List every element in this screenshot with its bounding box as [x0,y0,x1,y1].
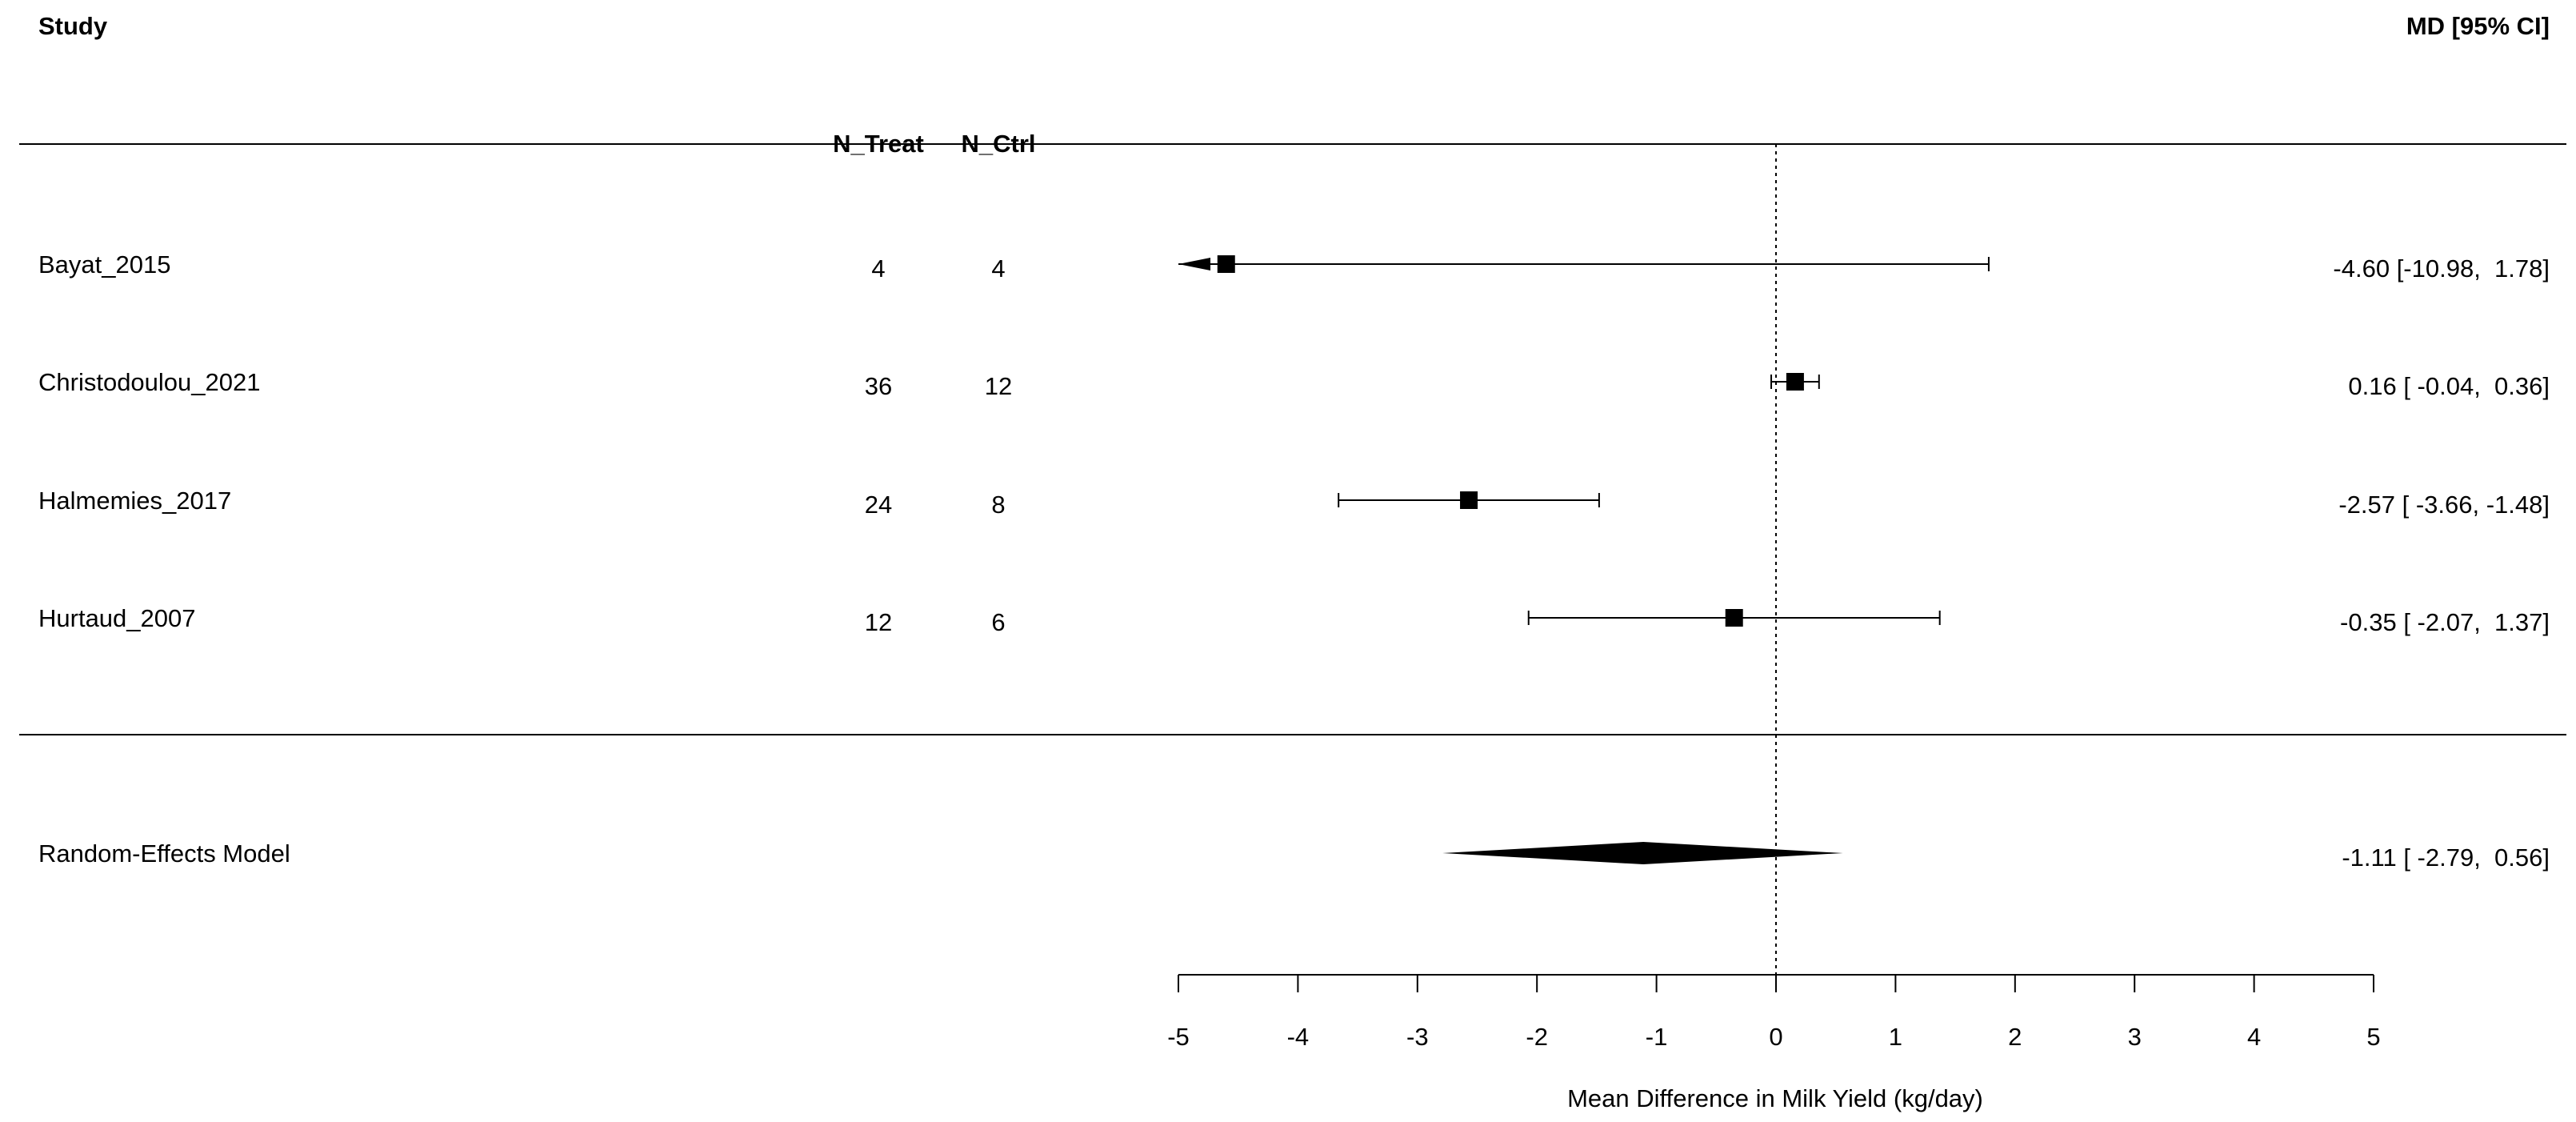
study-name: Hurtaud_2007 [38,604,196,632]
x-axis-label: Mean Difference in Milk Yield (kg/day) [1567,1084,1983,1112]
n-treat-column-header: N_Treat [833,130,924,158]
x-axis: -5 -4 -3 -2 -1 0 1 2 3 4 5 [1167,974,2381,1051]
n-ctrl-value: 4 [991,254,1005,283]
x-tick-label: -3 [1406,1023,1429,1051]
x-tick-label: -4 [1287,1023,1310,1051]
n-ctrl-column-header: N_Ctrl [961,130,1035,158]
x-tick-label: 0 [1769,1023,1782,1051]
point-estimate [1217,255,1235,273]
effect-ci-text: -2.57 [ -3.66, -1.48] [2338,491,2550,519]
study-rows: Bayat_2015 4 4 -4.60 [-10.98, 1.78] Christod… [38,250,2550,636]
study-row: Bayat_2015 4 4 -4.60 [-10.98, 1.78] [38,250,2550,283]
study-row: Halmemies_2017 24 8 -2.57 [ -3.66, -1.48] [38,487,2550,519]
x-tick-label: -1 [1646,1023,1668,1051]
point-estimate [1786,373,1804,391]
x-tick-label: -5 [1167,1023,1190,1051]
study-column-header: Study [38,12,108,40]
effect-column-header: MD [95% CI] [2406,12,2550,40]
x-tick-label: 2 [2008,1023,2022,1051]
summary-row: Random-Effects Model -1.11 [ -2.79, 0.56] [38,839,2550,872]
study-name: Bayat_2015 [38,250,170,278]
summary-label: Random-Effects Model [38,839,290,868]
x-tick-label: -2 [1526,1023,1548,1051]
effect-ci-text: -4.60 [-10.98, 1.78] [2333,254,2550,283]
n-treat-value: 36 [865,372,892,400]
x-tick-label: 5 [2366,1023,2380,1051]
study-row: Hurtaud_2007 12 6 -0.35 [ -2.07, 1.37] [38,604,2550,636]
x-tick-label: 1 [1889,1023,1902,1051]
summary-ci-text: -1.11 [ -2.79, 0.56] [2342,844,2550,872]
ci-truncation-arrow [1178,258,1210,270]
n-treat-value: 4 [871,254,885,283]
effect-ci-text: 0.16 [ -0.04, 0.36] [2348,372,2550,400]
study-name: Halmemies_2017 [38,487,231,515]
point-estimate [1725,609,1743,627]
n-treat-value: 24 [865,491,892,519]
summary-diamond [1442,842,1843,864]
n-ctrl-value: 6 [991,608,1005,636]
x-tick-label: 4 [2247,1023,2261,1051]
n-ctrl-value: 8 [991,491,1005,519]
study-name: Christodoulou_2021 [38,368,261,396]
x-tick-label: 3 [2128,1023,2142,1051]
study-row: Christodoulou_2021 36 12 0.16 [ -0.04, 0.36… [38,368,2550,400]
effect-ci-text: -0.35 [ -2.07, 1.37] [2340,608,2550,636]
point-estimate [1460,491,1478,509]
n-treat-value: 12 [865,608,892,636]
n-ctrl-value: 12 [985,372,1012,400]
